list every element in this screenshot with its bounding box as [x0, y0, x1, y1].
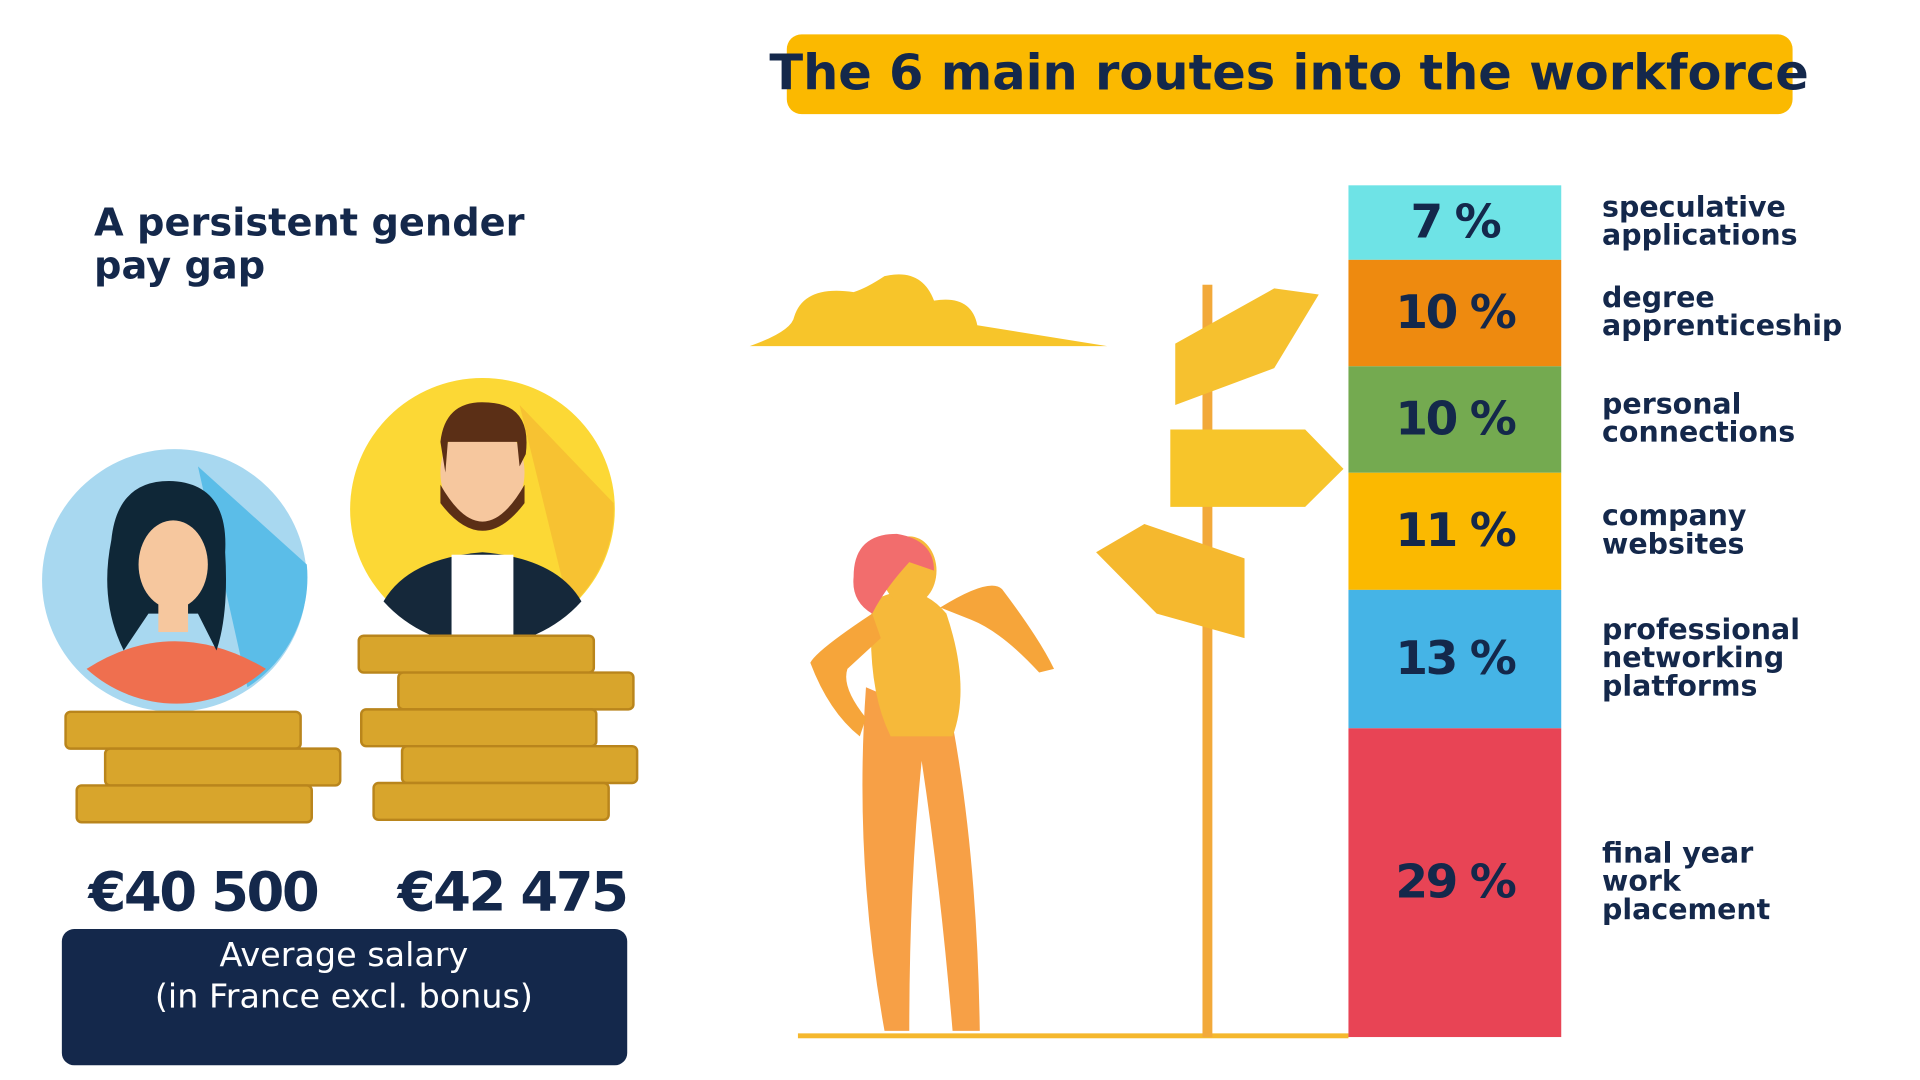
coin-stack [64, 710, 342, 824]
salary: €40 500 [86, 861, 318, 924]
category-label: final year work placement [1602, 837, 1770, 926]
coin-stack [357, 634, 639, 822]
category-label: company websites [1602, 499, 1746, 560]
category-label: degree apprenticeship [1602, 281, 1842, 342]
caption-box [61, 929, 628, 1066]
bar-segment [1348, 366, 1562, 473]
value-label: 29 % [1395, 856, 1516, 910]
bar-segment [1348, 472, 1562, 590]
value-label: 13 % [1395, 632, 1516, 686]
signpost [1096, 284, 1344, 1038]
bar-segment [1348, 589, 1562, 729]
value-label: 10 % [1395, 393, 1516, 447]
category-label: personal connections [1602, 388, 1795, 449]
salary: €42 475 [396, 861, 627, 924]
woman-avatar [42, 449, 308, 712]
category-label: professional networking platforms [1602, 613, 1800, 702]
value-label: 10 % [1395, 286, 1516, 340]
ground [797, 1033, 1349, 1039]
bar-segment [1348, 728, 1562, 1038]
bar-segment [1348, 185, 1562, 260]
cloud [749, 274, 1108, 347]
title-badge [786, 34, 1793, 115]
caption: Average salary (in France excl. bonus) [155, 935, 533, 1016]
value-label: 11 % [1395, 504, 1516, 558]
panel-heading: A persistent gender pay gap [94, 201, 525, 288]
chart-title: The 6 main routes into the workforce [769, 44, 1808, 102]
category-label: speculative applications [1602, 191, 1798, 252]
bar-segment [1348, 259, 1562, 367]
woman-figure [810, 533, 1055, 1031]
value-label: 7 % [1410, 196, 1500, 250]
man-avatar [350, 378, 615, 646]
